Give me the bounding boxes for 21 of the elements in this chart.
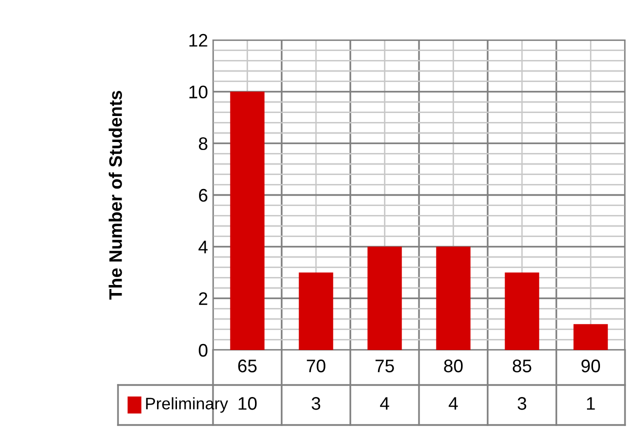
data-label: 3 (518, 397, 526, 410)
x-tick-label: 65 (238, 360, 257, 372)
x-tick-label: 85 (512, 360, 532, 372)
y-tick-label: 6 (199, 188, 208, 202)
data-label: 1 (587, 397, 595, 410)
data-label: 10 (238, 397, 257, 410)
y-tick-label: 10 (189, 86, 208, 98)
legend-label: Preliminary (146, 397, 228, 413)
data-label: 3 (312, 397, 320, 410)
y-tick-label: 12 (189, 34, 208, 47)
data-label: 4 (380, 397, 390, 410)
y-tick-label: 4 (198, 240, 208, 254)
y-tick-label: 8 (198, 137, 208, 150)
x-tick-label: 70 (306, 360, 326, 372)
y-tick-label: 0 (198, 344, 208, 357)
data-label: 4 (448, 397, 458, 410)
x-tick-label: 90 (581, 360, 600, 372)
y-tick-label: 2 (199, 292, 208, 305)
y-axis-title: The Number of Students (108, 90, 122, 300)
x-tick-label: 80 (444, 360, 463, 372)
x-tick-label: 75 (376, 360, 394, 372)
